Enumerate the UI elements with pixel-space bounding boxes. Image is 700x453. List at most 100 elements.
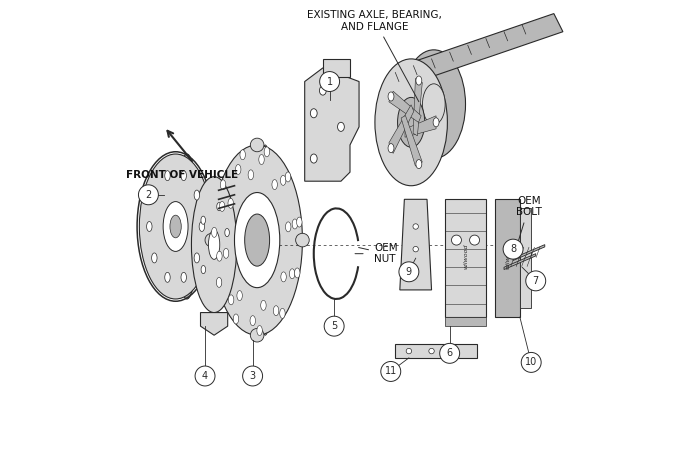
Ellipse shape — [398, 97, 425, 147]
Ellipse shape — [452, 235, 461, 245]
Ellipse shape — [423, 84, 445, 125]
Polygon shape — [520, 208, 531, 308]
Circle shape — [526, 271, 546, 291]
Polygon shape — [389, 91, 421, 122]
Point — [214, 206, 223, 211]
Line: 2 pts: 2 pts — [218, 195, 235, 199]
Point — [214, 188, 223, 193]
Point — [230, 183, 239, 188]
Ellipse shape — [264, 147, 270, 157]
Text: 8: 8 — [510, 244, 516, 254]
Point — [441, 210, 449, 216]
Ellipse shape — [251, 138, 264, 152]
Ellipse shape — [429, 348, 434, 354]
Ellipse shape — [228, 295, 234, 305]
Ellipse shape — [388, 92, 394, 101]
Ellipse shape — [260, 300, 266, 310]
Ellipse shape — [416, 76, 422, 85]
Text: 7: 7 — [533, 276, 539, 286]
Text: 4: 4 — [202, 371, 208, 381]
Ellipse shape — [217, 278, 221, 286]
Point — [482, 283, 490, 288]
Circle shape — [195, 366, 215, 386]
Ellipse shape — [152, 253, 157, 263]
Ellipse shape — [235, 164, 241, 174]
Polygon shape — [495, 199, 520, 317]
Text: 11: 11 — [384, 366, 397, 376]
Circle shape — [503, 239, 523, 259]
Point — [230, 192, 239, 198]
Point — [482, 246, 490, 252]
Ellipse shape — [281, 175, 286, 185]
Polygon shape — [504, 254, 536, 270]
Point — [214, 197, 223, 202]
Ellipse shape — [406, 348, 412, 354]
Ellipse shape — [433, 118, 439, 127]
Polygon shape — [513, 245, 545, 260]
Ellipse shape — [181, 171, 186, 181]
Ellipse shape — [286, 222, 291, 232]
Ellipse shape — [507, 242, 515, 251]
Ellipse shape — [170, 215, 181, 238]
Polygon shape — [395, 14, 563, 86]
Text: 3: 3 — [249, 371, 256, 381]
Ellipse shape — [139, 154, 212, 299]
Ellipse shape — [164, 171, 170, 181]
Ellipse shape — [259, 154, 264, 164]
Polygon shape — [401, 116, 422, 166]
Ellipse shape — [212, 145, 302, 335]
Ellipse shape — [240, 150, 246, 160]
Text: EXISTING AXLE, BEARING,
AND FLANGE: EXISTING AXLE, BEARING, AND FLANGE — [307, 10, 442, 102]
Ellipse shape — [225, 228, 230, 236]
Ellipse shape — [289, 269, 295, 279]
Ellipse shape — [452, 348, 457, 354]
Ellipse shape — [280, 308, 285, 318]
Line: 2 pts: 2 pts — [218, 204, 235, 208]
Ellipse shape — [233, 314, 239, 324]
Ellipse shape — [413, 269, 419, 275]
Ellipse shape — [251, 328, 264, 342]
Ellipse shape — [250, 316, 255, 326]
Text: 9: 9 — [406, 267, 412, 277]
Ellipse shape — [216, 277, 222, 287]
Point — [441, 246, 449, 252]
Point — [482, 265, 490, 270]
Text: wilwood: wilwood — [463, 243, 468, 269]
Ellipse shape — [164, 272, 170, 282]
Point — [441, 301, 449, 306]
Ellipse shape — [310, 154, 317, 163]
Polygon shape — [200, 313, 228, 335]
Ellipse shape — [205, 233, 218, 247]
Ellipse shape — [319, 86, 326, 95]
Ellipse shape — [281, 272, 286, 282]
Ellipse shape — [163, 202, 188, 251]
Point — [230, 201, 239, 207]
Ellipse shape — [176, 154, 198, 299]
Ellipse shape — [413, 224, 419, 229]
Polygon shape — [389, 105, 414, 154]
Text: 1: 1 — [327, 77, 332, 87]
Circle shape — [522, 352, 541, 372]
Ellipse shape — [413, 246, 419, 252]
Ellipse shape — [228, 198, 233, 208]
Ellipse shape — [209, 230, 220, 259]
Ellipse shape — [337, 122, 344, 131]
Polygon shape — [400, 199, 431, 290]
Ellipse shape — [217, 251, 222, 261]
Ellipse shape — [223, 248, 229, 258]
Ellipse shape — [194, 253, 199, 263]
Ellipse shape — [152, 190, 157, 200]
Polygon shape — [323, 59, 350, 77]
Ellipse shape — [274, 306, 279, 316]
Circle shape — [243, 366, 262, 386]
Text: 6: 6 — [447, 348, 453, 358]
Ellipse shape — [211, 227, 217, 237]
Ellipse shape — [181, 272, 186, 282]
Circle shape — [139, 185, 158, 205]
Polygon shape — [445, 199, 486, 317]
Text: FRONT OF VEHICLE: FRONT OF VEHICLE — [126, 170, 239, 180]
Text: 10: 10 — [525, 357, 538, 367]
Text: 5: 5 — [331, 321, 337, 331]
Point — [482, 301, 490, 306]
Circle shape — [324, 316, 344, 336]
